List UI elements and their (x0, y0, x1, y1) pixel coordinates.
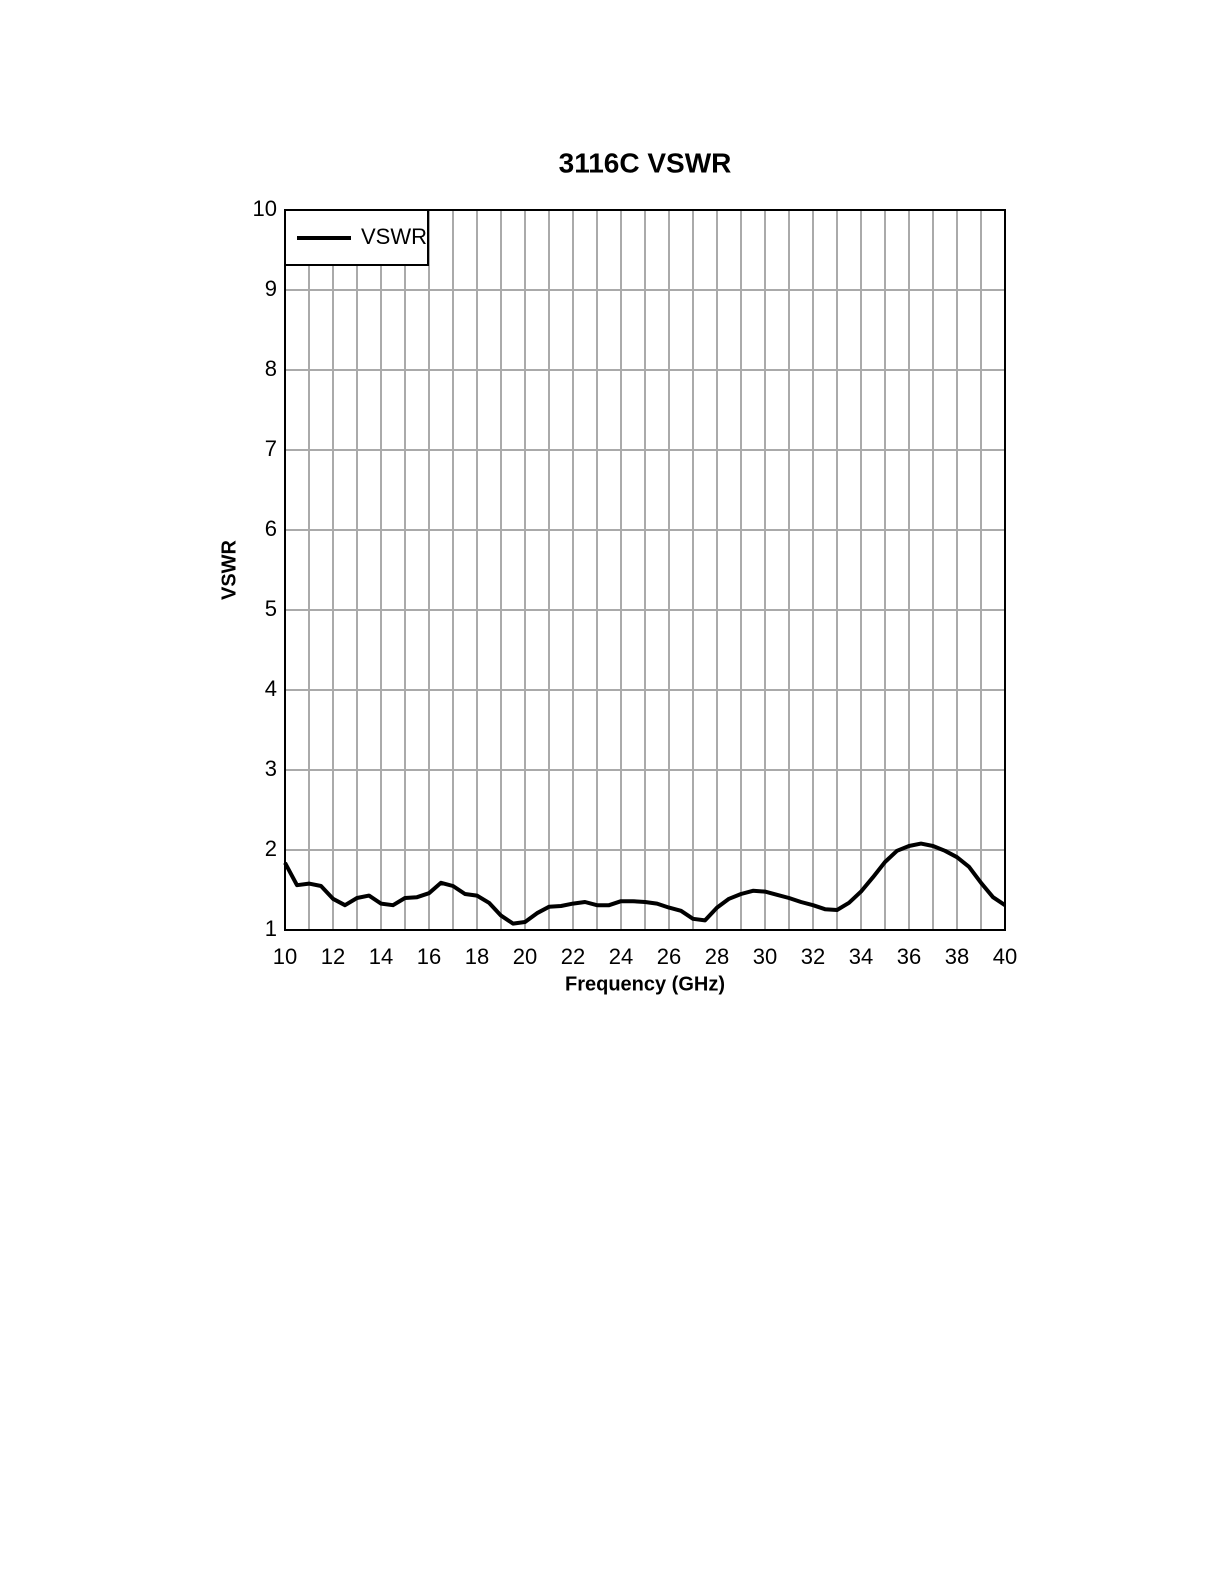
x-tick-label: 24 (609, 944, 633, 969)
x-tick-label: 38 (945, 944, 969, 969)
y-tick-label: 6 (265, 516, 277, 541)
line-series (283, 841, 1007, 926)
x-tick-label: 14 (369, 944, 393, 969)
chart-title: 3116C VSWR (559, 147, 732, 178)
x-tick-label: 18 (465, 944, 489, 969)
x-axis-label: Frequency (GHz) (565, 973, 725, 995)
x-tick-label: 22 (561, 944, 585, 969)
y-tick-label: 7 (265, 436, 277, 461)
x-tick-label: 26 (657, 944, 681, 969)
y-tick-label: 3 (265, 756, 277, 781)
y-tick-label: 2 (265, 836, 277, 861)
x-tick-label: 10 (273, 944, 297, 969)
x-tick-label: 16 (417, 944, 441, 969)
x-tick-label: 12 (321, 944, 345, 969)
x-tick-label: 34 (849, 944, 873, 969)
y-tick-label: 9 (265, 276, 277, 301)
x-tick-label: 36 (897, 944, 921, 969)
x-tick-label: 30 (753, 944, 777, 969)
x-tick-label: 20 (513, 944, 537, 969)
y-tick-label: 1 (265, 916, 277, 941)
y-axis-label: VSWR (218, 539, 240, 600)
x-tick-label: 28 (705, 944, 729, 969)
legend-label: VSWR (361, 224, 427, 249)
plot-frame (284, 209, 1006, 931)
x-tick-label: 40 (993, 944, 1017, 969)
y-tick-label: 10 (253, 196, 277, 221)
x-tick-label: 32 (801, 944, 825, 969)
y-tick-label: 8 (265, 356, 277, 381)
y-tick-label: 5 (265, 596, 277, 621)
y-tick-label: 4 (265, 676, 277, 701)
